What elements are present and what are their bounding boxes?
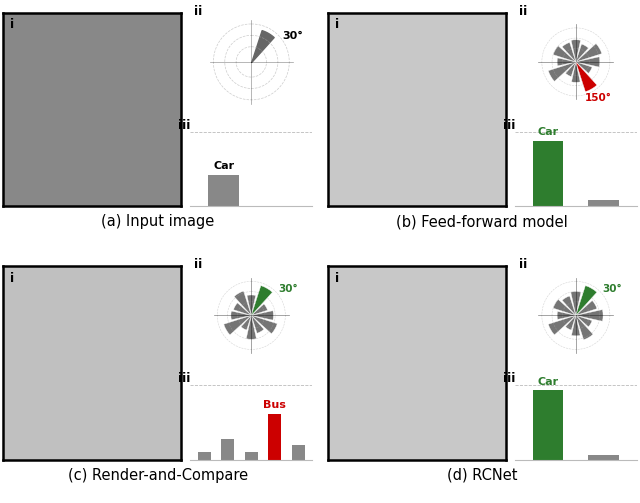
Text: ii: ii	[194, 258, 202, 271]
Bar	[557, 311, 576, 319]
Bar	[566, 315, 576, 330]
Text: 150°: 150°	[585, 93, 612, 103]
Bar	[252, 286, 273, 315]
Bar	[209, 175, 239, 206]
Bar	[548, 62, 576, 81]
Text: i: i	[335, 19, 339, 31]
Bar	[268, 413, 281, 460]
Text: (a) Input image: (a) Input image	[101, 214, 214, 229]
Bar	[221, 439, 234, 460]
Bar	[252, 291, 269, 315]
Bar	[533, 141, 563, 206]
Bar	[224, 315, 252, 335]
Text: Car: Car	[538, 127, 559, 137]
Bar	[576, 62, 592, 73]
Bar	[533, 390, 563, 460]
Bar	[576, 62, 593, 86]
Bar	[246, 315, 257, 339]
Bar	[252, 315, 277, 333]
Bar	[576, 315, 592, 327]
Text: ii: ii	[194, 5, 202, 18]
Text: 30°: 30°	[282, 31, 303, 41]
Bar	[576, 62, 597, 92]
Text: Bus: Bus	[263, 400, 286, 410]
Text: ii: ii	[518, 5, 527, 18]
Bar	[562, 296, 576, 315]
Bar	[241, 315, 252, 330]
Bar	[234, 291, 252, 315]
Bar	[588, 455, 619, 460]
Text: iii: iii	[502, 372, 515, 385]
Bar	[548, 315, 576, 335]
Bar	[557, 58, 576, 66]
Bar	[566, 62, 576, 76]
Bar	[576, 57, 600, 67]
Text: (d) RCNet: (d) RCNet	[447, 468, 518, 483]
Bar	[572, 62, 580, 82]
Bar	[571, 40, 580, 62]
Bar	[576, 44, 602, 62]
Text: i: i	[10, 19, 15, 31]
Text: i: i	[335, 272, 339, 285]
Text: Car: Car	[538, 377, 559, 387]
Bar	[198, 452, 211, 460]
Text: iii: iii	[178, 119, 191, 132]
Bar	[572, 315, 580, 336]
Bar	[234, 303, 252, 315]
Bar	[576, 315, 593, 340]
Bar	[247, 295, 255, 315]
Bar	[576, 310, 603, 321]
Text: Car: Car	[213, 161, 234, 171]
Bar	[553, 299, 576, 315]
Bar	[562, 42, 576, 62]
Bar	[553, 46, 576, 62]
Bar	[245, 452, 258, 460]
Text: 30°: 30°	[278, 284, 298, 294]
Text: iii: iii	[178, 372, 191, 385]
Text: i: i	[10, 272, 15, 285]
Bar	[292, 445, 305, 460]
Text: (c) Render-and-Compare: (c) Render-and-Compare	[68, 468, 248, 483]
Bar	[252, 311, 273, 320]
Text: ii: ii	[518, 258, 527, 271]
Bar	[571, 292, 581, 315]
Text: (b) Feed-forward model: (b) Feed-forward model	[396, 214, 568, 229]
Bar	[576, 44, 588, 62]
Bar	[576, 286, 597, 315]
Bar	[252, 304, 268, 315]
Bar	[576, 300, 597, 315]
Bar	[588, 200, 619, 206]
Text: 30°: 30°	[603, 284, 623, 294]
Bar	[252, 315, 264, 333]
Text: iii: iii	[502, 119, 515, 132]
Bar	[576, 298, 588, 315]
Bar	[231, 311, 252, 320]
